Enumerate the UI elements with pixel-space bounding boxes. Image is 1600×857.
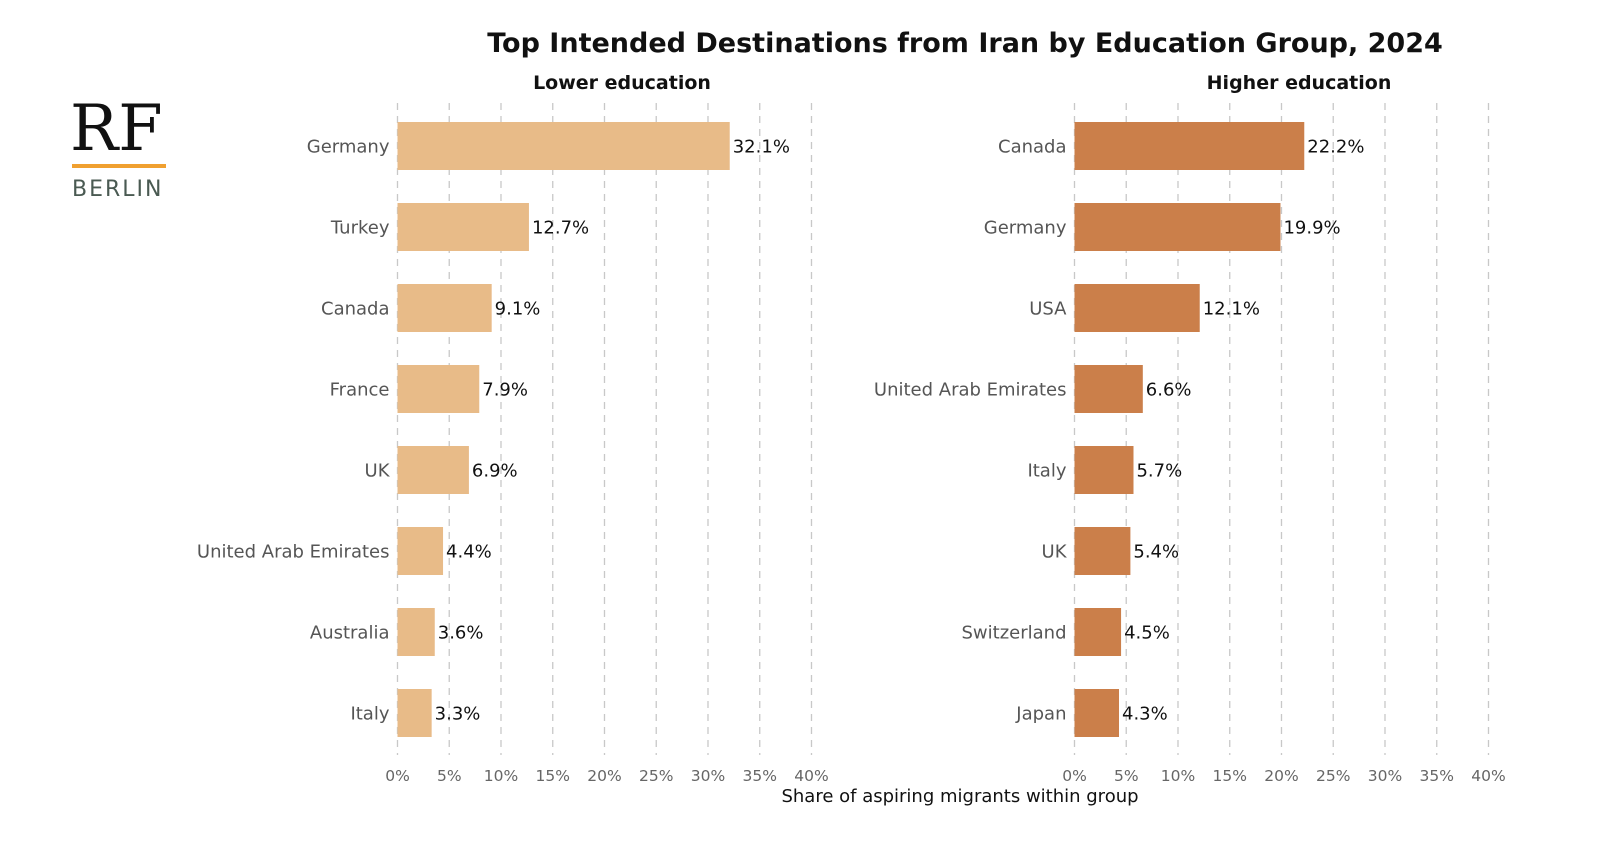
- x-tick-label-lower: 5%: [437, 767, 462, 785]
- x-tick-label-higher: 30%: [1368, 767, 1402, 785]
- value-label-higher: 4.3%: [1122, 704, 1168, 725]
- bar-lower: [397, 527, 444, 575]
- x-tick-label-higher: 15%: [1213, 767, 1247, 785]
- value-label-lower: 3.6%: [438, 623, 484, 644]
- value-label-lower: 32.1%: [733, 137, 790, 158]
- x-tick-label-lower: 25%: [639, 767, 673, 785]
- category-label-higher: Italy: [1027, 461, 1066, 482]
- bar-lower: [397, 284, 492, 332]
- x-tick-label-lower: 30%: [691, 767, 725, 785]
- bar-lower: [397, 446, 469, 494]
- category-label-lower: France: [330, 380, 390, 401]
- value-label-lower: 3.3%: [435, 704, 481, 725]
- value-label-lower: 6.9%: [472, 461, 518, 482]
- x-tick-label-higher: 40%: [1471, 767, 1505, 785]
- value-label-lower: 7.9%: [482, 380, 528, 401]
- value-label-lower: 12.7%: [532, 218, 589, 239]
- x-tick-label-lower: 20%: [587, 767, 621, 785]
- bar-higher: [1074, 608, 1122, 656]
- value-label-higher: 22.2%: [1307, 137, 1364, 158]
- bar-lower: [397, 608, 435, 656]
- value-label-lower: 4.4%: [446, 542, 492, 563]
- x-tick-label-higher: 10%: [1161, 767, 1195, 785]
- category-label-higher: Japan: [1015, 704, 1066, 725]
- logo-rf-text: RF: [70, 92, 163, 166]
- panel-lower-education: 0% 5% 10% 15% 20% 25% 30% 35% 40% Germany 32.1% Tur…: [197, 103, 829, 785]
- category-label-lower: UK: [365, 461, 391, 482]
- category-label-higher: Germany: [984, 218, 1067, 239]
- x-tick-label-lower: 40%: [794, 767, 828, 785]
- bar-higher: [1074, 284, 1200, 332]
- bar-lower: [397, 689, 432, 737]
- bar-higher: [1074, 203, 1281, 251]
- x-tick-label-lower: 15%: [536, 767, 570, 785]
- category-label-higher: USA: [1029, 299, 1067, 320]
- bar-higher: [1074, 527, 1131, 575]
- category-label-lower: Germany: [307, 137, 390, 158]
- bar-lower: [397, 365, 480, 413]
- category-label-higher: UK: [1042, 542, 1068, 563]
- x-tick-label-lower: 35%: [743, 767, 777, 785]
- rf-berlin-logo: RF BERLIN: [70, 92, 166, 202]
- bar-higher: [1074, 365, 1143, 413]
- category-label-lower: United Arab Emirates: [197, 542, 390, 563]
- chart-title: Top Intended Destinations from Iran by E…: [487, 28, 1443, 59]
- category-label-higher: Switzerland: [962, 623, 1067, 644]
- value-label-higher: 5.4%: [1133, 542, 1179, 563]
- panel-title-lower: Lower education: [533, 72, 711, 94]
- category-label-lower: Canada: [321, 299, 390, 320]
- panel-higher-education: 0% 5% 10% 15% 20% 25% 30% 35% 40% Canada 22.2% Germ…: [874, 103, 1506, 785]
- x-tick-label-higher: 0%: [1062, 767, 1087, 785]
- category-label-higher: Canada: [998, 137, 1067, 158]
- category-label-lower: Italy: [350, 704, 389, 725]
- value-label-higher: 4.5%: [1124, 623, 1170, 644]
- x-tick-label-higher: 25%: [1316, 767, 1350, 785]
- x-tick-label-lower: 10%: [484, 767, 518, 785]
- x-tick-label-higher: 35%: [1420, 767, 1454, 785]
- logo-berlin-text: BERLIN: [72, 177, 163, 202]
- bar-higher: [1074, 122, 1305, 170]
- value-label-higher: 5.7%: [1136, 461, 1182, 482]
- category-label-lower: Turkey: [330, 218, 390, 239]
- x-axis-label: Share of aspiring migrants within group: [781, 786, 1138, 807]
- category-label-higher: United Arab Emirates: [874, 380, 1067, 401]
- bar-higher: [1074, 689, 1120, 737]
- value-label-higher: 12.1%: [1203, 299, 1260, 320]
- bar-lower: [397, 203, 529, 251]
- value-label-lower: 9.1%: [495, 299, 541, 320]
- x-tick-label-higher: 5%: [1114, 767, 1139, 785]
- panel-title-higher: Higher education: [1207, 72, 1392, 94]
- x-tick-label-lower: 0%: [385, 767, 410, 785]
- logo-accent-bar: [72, 164, 166, 168]
- category-label-lower: Australia: [310, 623, 390, 644]
- x-tick-label-higher: 20%: [1264, 767, 1298, 785]
- bar-lower: [397, 122, 730, 170]
- bar-higher: [1074, 446, 1134, 494]
- value-label-higher: 6.6%: [1146, 380, 1192, 401]
- value-label-higher: 19.9%: [1283, 218, 1340, 239]
